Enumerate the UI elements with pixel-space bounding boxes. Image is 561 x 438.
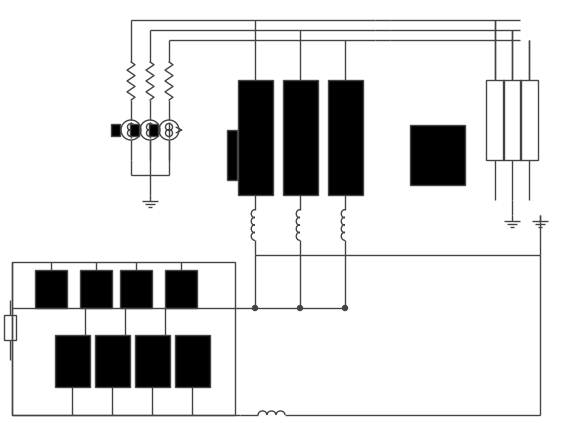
- Circle shape: [252, 305, 257, 311]
- Circle shape: [343, 305, 347, 311]
- Bar: [410, 125, 465, 185]
- Bar: [95, 335, 130, 387]
- Bar: [328, 80, 363, 195]
- Bar: [165, 270, 197, 308]
- Bar: [227, 130, 237, 180]
- Bar: [486, 80, 504, 160]
- Bar: [503, 80, 521, 160]
- Bar: [4, 315, 16, 340]
- Bar: [283, 80, 318, 195]
- Bar: [130, 124, 139, 136]
- Bar: [520, 80, 538, 160]
- Bar: [175, 335, 210, 387]
- Bar: [80, 270, 112, 308]
- Bar: [12, 262, 235, 415]
- Circle shape: [297, 305, 302, 311]
- Bar: [55, 335, 90, 387]
- Bar: [111, 124, 120, 136]
- Bar: [135, 335, 170, 387]
- Bar: [35, 270, 67, 308]
- Bar: [149, 124, 158, 136]
- Bar: [120, 270, 152, 308]
- Bar: [238, 80, 273, 195]
